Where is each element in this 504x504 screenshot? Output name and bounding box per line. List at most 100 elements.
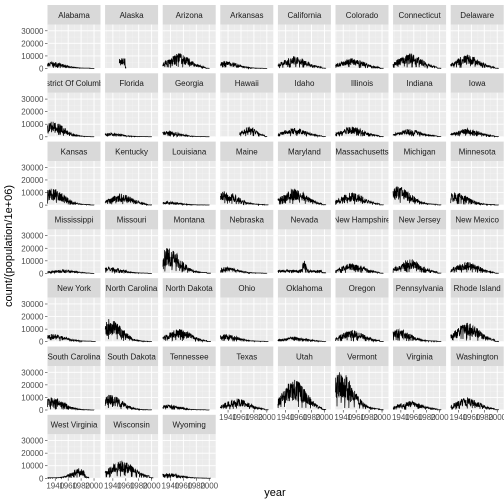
facet-strip: [220, 141, 274, 162]
facet-panel: Hawaii: [220, 73, 274, 138]
facet-strip: [162, 278, 216, 298]
y-tick-label: 0: [39, 201, 44, 210]
x-tick-label: 2000: [431, 413, 449, 422]
y-tick-label: 0: [39, 406, 44, 415]
series-line: [335, 372, 384, 411]
panel-background: [162, 434, 216, 479]
facet-strip-label: Massachusetts: [335, 147, 388, 156]
panel-background: [105, 297, 159, 342]
facet-strip-label: New Hampshire: [334, 216, 391, 225]
y-tick-label: 30000: [21, 437, 44, 446]
x-tick-label: 1960: [462, 413, 480, 422]
series-line: [219, 60, 268, 70]
facet-strip-label: Rhode Island: [454, 284, 501, 293]
facet-strip: [105, 73, 159, 93]
facet-strip: [105, 414, 159, 435]
facet-strip: [47, 141, 101, 162]
x-tick-label: 2000: [488, 413, 504, 422]
x-tick-label: 1960: [290, 413, 308, 422]
facet-strip: [105, 5, 159, 25]
series-line: [450, 261, 499, 274]
x-tick-label: 1980: [130, 481, 148, 490]
facet-panel: West Virginia 0 10000 20000 30000 19401960198…: [21, 414, 103, 490]
y-tick-label: 10000: [21, 52, 44, 61]
facet-panel: Delaware: [450, 5, 504, 69]
y-tick-label: 30000: [21, 232, 44, 241]
facet-strip: [450, 5, 504, 25]
facet-strip: [335, 141, 389, 162]
y-tick-label: 30000: [21, 27, 44, 36]
series-line: [104, 131, 153, 138]
y-tick-label: 0: [39, 269, 44, 278]
facet-strip-label: Alabama: [58, 11, 90, 20]
x-tick-label: 1940: [219, 413, 237, 422]
facet-strip-label: Florida: [119, 79, 144, 88]
y-tick-label: 30000: [21, 368, 44, 377]
panel-background: [220, 24, 274, 69]
facet-strip: [277, 209, 331, 230]
x-tick-label: 1980: [72, 481, 90, 490]
y-tick-label: 10000: [21, 462, 44, 471]
facet-panel: New Hampshire: [334, 209, 391, 275]
facet-strip: [335, 5, 389, 25]
series-line: [104, 266, 153, 275]
series-line: [277, 188, 327, 206]
facet-panel: Arizona: [162, 5, 216, 69]
y-tick-label: 10000: [21, 257, 44, 266]
series-line: [239, 126, 268, 138]
facet-strip: [162, 73, 216, 93]
facet-strip-label: West Virginia: [51, 421, 98, 430]
series-line: [47, 121, 95, 138]
series-line: [335, 329, 384, 343]
facet-strip-label: New Mexico: [455, 216, 499, 225]
series-line: [162, 130, 210, 138]
y-tick-label: 20000: [21, 176, 44, 185]
y-tick-label: 10000: [21, 325, 44, 334]
facet-panel: Massachusetts: [335, 141, 389, 206]
panel-background: [162, 366, 216, 410]
facet-strip: [47, 346, 101, 366]
series-line: [392, 328, 442, 343]
facet-strip-label: Iowa: [469, 79, 486, 88]
facet-panel: Alaska: [105, 5, 159, 69]
x-tick-label: 1960: [117, 481, 135, 490]
series-line: [162, 200, 210, 207]
facet-strip-label: Vermont: [347, 352, 378, 361]
x-tick-label: 1980: [360, 413, 378, 422]
facet-strip: [450, 346, 504, 366]
facet-strip: [105, 346, 159, 366]
facet-panel: Maryland: [277, 141, 331, 206]
facet-strip: [393, 278, 447, 298]
facet-strip-label: Arkansas: [230, 11, 263, 20]
series-line: [392, 53, 442, 70]
facet-strip-label: Michigan: [404, 147, 436, 156]
facet-strip: [220, 5, 274, 25]
facet-strip-label: Georgia: [175, 79, 204, 88]
facet-panel: South Dakota: [104, 346, 159, 412]
series-line: [162, 248, 211, 274]
panel-background: [162, 92, 216, 137]
facet-panel: New York 0 10000 20000 30000: [21, 278, 101, 347]
series-line: [47, 268, 95, 275]
facet-strip: [277, 5, 331, 25]
facet-strip-label: Nevada: [291, 216, 319, 225]
y-tick-label: 10000: [21, 120, 44, 129]
x-tick-label: 1940: [162, 481, 180, 490]
y-tick-label: 0: [39, 133, 44, 142]
facet-panel: California: [277, 5, 331, 69]
y-tick-label: 20000: [21, 313, 44, 322]
facet-strip: [393, 73, 447, 93]
facet-strip-label: Connecticut: [398, 11, 441, 20]
facet-panel: Ohio: [219, 278, 274, 343]
facet-panel: New Mexico: [450, 209, 504, 274]
facet-strip-label: Ohio: [238, 284, 255, 293]
facet-panel: Oregon: [335, 278, 389, 343]
y-tick-label: 0: [39, 65, 44, 74]
series-line: [277, 260, 327, 274]
facet-strip-label: Wyoming: [173, 421, 206, 430]
series-line: [277, 55, 327, 69]
panel-background: [105, 92, 159, 137]
facet-panel: Nebraska: [219, 209, 274, 275]
